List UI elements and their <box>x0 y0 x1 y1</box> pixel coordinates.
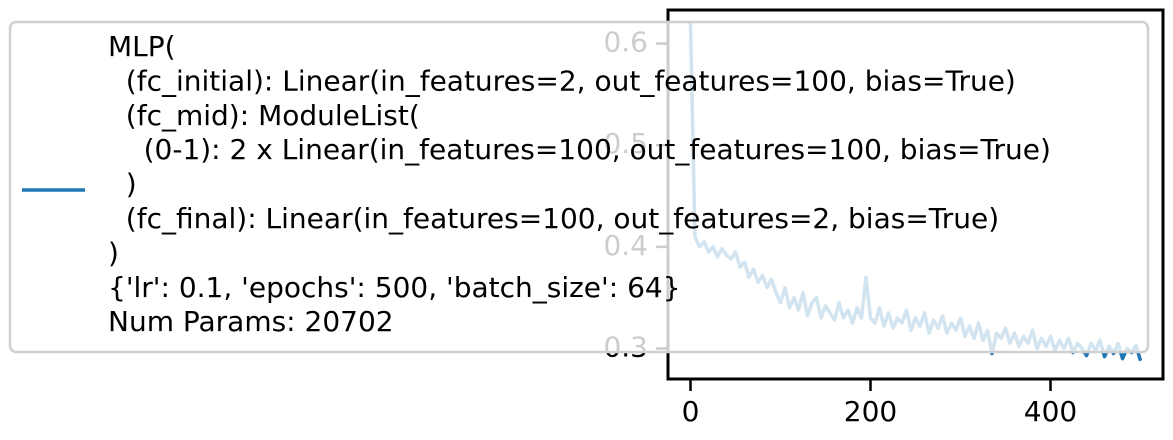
legend-box <box>8 20 1150 354</box>
x-tick-label: 0 <box>682 395 700 428</box>
legend-label: MLP( (fc_initial): Linear(in_features=2,… <box>108 30 1051 338</box>
x-tick-label: 200 <box>844 395 897 428</box>
x-tick-label: 400 <box>1024 395 1077 428</box>
